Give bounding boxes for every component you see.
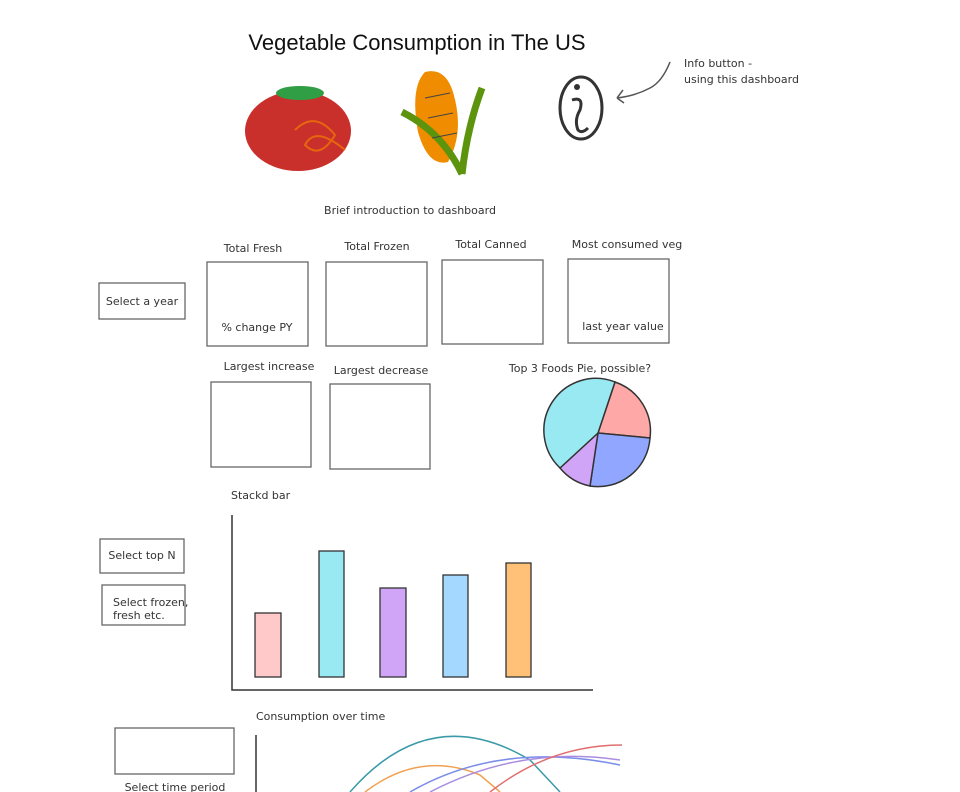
kpi-card: [325, 261, 428, 347]
kpi-label: Total Fresh: [223, 242, 282, 255]
bar-title: Stackd bar: [231, 489, 291, 502]
info-note: using this dashboard: [684, 73, 799, 86]
kpi-label: Total Frozen: [343, 240, 409, 253]
filter-label: Select frozen,: [113, 596, 188, 609]
line-title: Consumption over time: [256, 710, 385, 723]
change-card: [210, 381, 312, 468]
tomato-icon: [245, 86, 351, 171]
info-note: Info button -: [684, 57, 752, 70]
intro: Brief introduction to dashboard: [324, 204, 496, 217]
change-label: Largest increase: [224, 360, 315, 373]
pie-sketch: [543, 377, 652, 488]
pie-title: Top 3 Foods Pie, possible?: [508, 362, 651, 375]
kpi-note: % change PY: [221, 321, 292, 334]
kpi-label: Most consumed veg: [572, 238, 682, 251]
corn-icon: [400, 71, 486, 176]
arrow: [616, 61, 671, 104]
kpi-card: [206, 261, 309, 347]
kpi-note: last year value: [582, 320, 664, 333]
filter-label: Select a year: [106, 295, 179, 308]
info-icon[interactable]: [558, 75, 604, 141]
filter-label: Select top N: [108, 549, 175, 562]
filter-box[interactable]: [101, 584, 186, 626]
kpi-card: [567, 258, 670, 344]
line-sketch: [349, 735, 623, 792]
bar-sketch: [254, 550, 532, 678]
change-card: [329, 383, 431, 470]
change-label: Largest decrease: [334, 364, 429, 377]
filter-label: Select time period: [125, 781, 226, 792]
filter-box[interactable]: [114, 727, 235, 775]
filter-label: fresh etc.: [113, 609, 165, 622]
kpi-card: [441, 259, 544, 345]
title: Vegetable Consumption in The US: [248, 30, 585, 55]
kpi-label: Total Canned: [454, 238, 526, 251]
filter-box[interactable]: [98, 282, 186, 320]
filter-box[interactable]: [99, 538, 185, 574]
axis: [231, 515, 593, 691]
